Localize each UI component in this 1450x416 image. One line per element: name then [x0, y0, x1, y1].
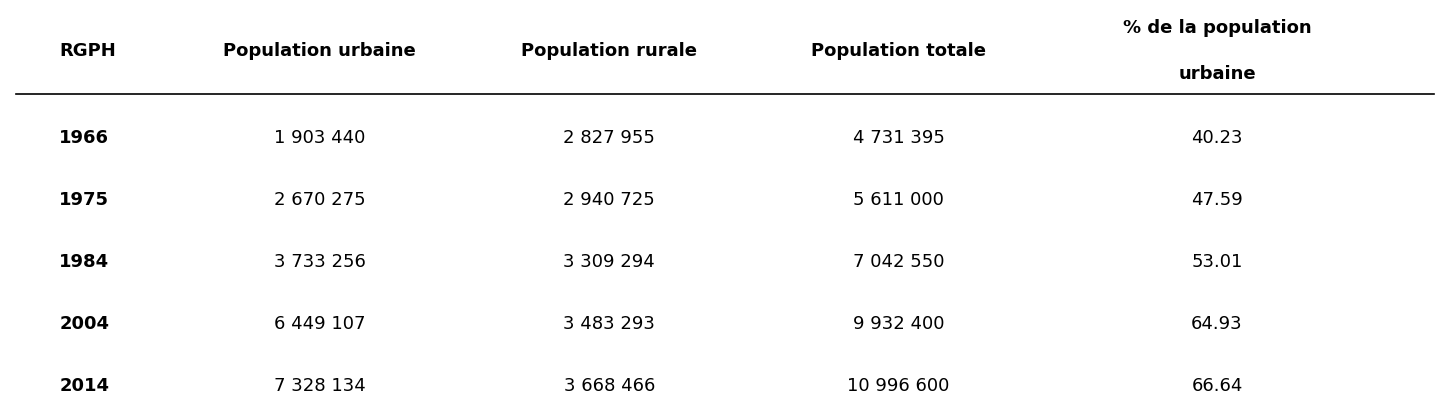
Text: 66.64: 66.64 — [1192, 376, 1243, 395]
Text: 1966: 1966 — [59, 129, 109, 147]
Text: 7 042 550: 7 042 550 — [853, 253, 944, 271]
Text: 2014: 2014 — [59, 376, 109, 395]
Text: 64.93: 64.93 — [1192, 314, 1243, 333]
Text: 4 731 395: 4 731 395 — [853, 129, 944, 147]
Text: 2004: 2004 — [59, 314, 109, 333]
Text: Population urbaine: Population urbaine — [223, 42, 416, 60]
Text: 3 668 466: 3 668 466 — [564, 376, 655, 395]
Text: 5 611 000: 5 611 000 — [853, 191, 944, 209]
Text: RGPH: RGPH — [59, 42, 116, 60]
Text: urbaine: urbaine — [1179, 65, 1256, 83]
Text: Population rurale: Population rurale — [521, 42, 697, 60]
Text: % de la population: % de la population — [1122, 19, 1311, 37]
Text: 2 670 275: 2 670 275 — [274, 191, 365, 209]
Text: 1984: 1984 — [59, 253, 109, 271]
Text: 10 996 600: 10 996 600 — [847, 376, 950, 395]
Text: 2 827 955: 2 827 955 — [563, 129, 655, 147]
Text: 7 328 134: 7 328 134 — [274, 376, 365, 395]
Text: 3 733 256: 3 733 256 — [274, 253, 365, 271]
Text: 2 940 725: 2 940 725 — [564, 191, 655, 209]
Text: 6 449 107: 6 449 107 — [274, 314, 365, 333]
Text: 53.01: 53.01 — [1192, 253, 1243, 271]
Text: 40.23: 40.23 — [1192, 129, 1243, 147]
Text: 1 903 440: 1 903 440 — [274, 129, 365, 147]
Text: 1975: 1975 — [59, 191, 109, 209]
Text: 3 483 293: 3 483 293 — [563, 314, 655, 333]
Text: 9 932 400: 9 932 400 — [853, 314, 944, 333]
Text: 47.59: 47.59 — [1192, 191, 1243, 209]
Text: Population totale: Population totale — [811, 42, 986, 60]
Text: 3 309 294: 3 309 294 — [564, 253, 655, 271]
